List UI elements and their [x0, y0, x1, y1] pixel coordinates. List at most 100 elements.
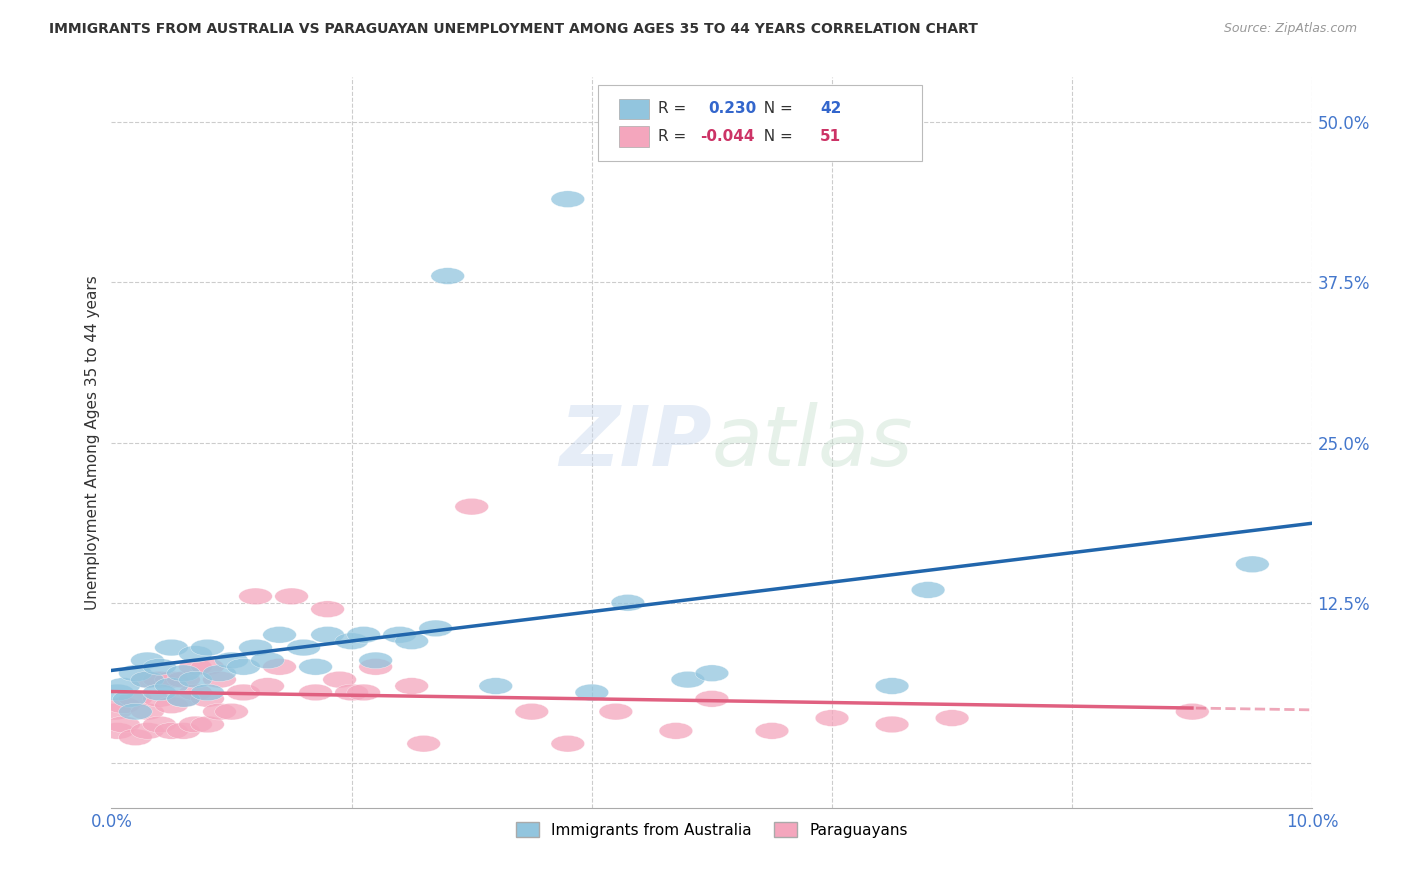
Ellipse shape — [599, 703, 633, 720]
Ellipse shape — [876, 716, 908, 733]
Ellipse shape — [191, 690, 225, 707]
Ellipse shape — [551, 735, 585, 752]
Ellipse shape — [202, 665, 236, 681]
Ellipse shape — [298, 684, 332, 701]
Ellipse shape — [395, 632, 429, 649]
Ellipse shape — [250, 652, 284, 669]
Ellipse shape — [263, 658, 297, 675]
Ellipse shape — [167, 672, 200, 688]
Ellipse shape — [179, 658, 212, 675]
Ellipse shape — [131, 703, 165, 720]
Ellipse shape — [287, 640, 321, 656]
Text: N =: N = — [754, 102, 797, 116]
Ellipse shape — [935, 710, 969, 726]
Ellipse shape — [202, 672, 236, 688]
Ellipse shape — [98, 703, 132, 720]
Ellipse shape — [815, 710, 849, 726]
Ellipse shape — [298, 658, 332, 675]
Ellipse shape — [274, 588, 308, 605]
Ellipse shape — [131, 652, 165, 669]
Ellipse shape — [142, 684, 176, 701]
Ellipse shape — [1236, 556, 1270, 573]
Ellipse shape — [179, 716, 212, 733]
Ellipse shape — [142, 658, 176, 675]
Ellipse shape — [395, 678, 429, 694]
Ellipse shape — [118, 729, 152, 746]
Ellipse shape — [155, 678, 188, 694]
Ellipse shape — [179, 684, 212, 701]
Ellipse shape — [226, 658, 260, 675]
Ellipse shape — [456, 499, 488, 515]
Ellipse shape — [695, 665, 728, 681]
Ellipse shape — [671, 672, 704, 688]
Ellipse shape — [155, 672, 188, 688]
Ellipse shape — [167, 690, 200, 707]
Ellipse shape — [215, 652, 249, 669]
Ellipse shape — [263, 626, 297, 643]
Ellipse shape — [876, 678, 908, 694]
Ellipse shape — [155, 640, 188, 656]
Ellipse shape — [323, 672, 356, 688]
Ellipse shape — [191, 684, 225, 701]
Ellipse shape — [101, 723, 134, 739]
Ellipse shape — [179, 672, 212, 688]
Ellipse shape — [142, 672, 176, 688]
Ellipse shape — [202, 703, 236, 720]
Ellipse shape — [239, 640, 273, 656]
Ellipse shape — [659, 723, 693, 739]
Ellipse shape — [406, 735, 440, 752]
Ellipse shape — [755, 723, 789, 739]
Ellipse shape — [155, 723, 188, 739]
Text: R =: R = — [658, 129, 690, 145]
Ellipse shape — [131, 672, 165, 688]
Text: atlas: atlas — [711, 402, 914, 483]
Text: 42: 42 — [820, 102, 841, 116]
Text: 0.230: 0.230 — [709, 102, 756, 116]
Ellipse shape — [575, 684, 609, 701]
Ellipse shape — [191, 716, 225, 733]
Text: N =: N = — [754, 129, 797, 145]
Ellipse shape — [167, 690, 200, 707]
Ellipse shape — [167, 723, 200, 739]
Ellipse shape — [226, 684, 260, 701]
Ellipse shape — [359, 652, 392, 669]
Ellipse shape — [430, 268, 464, 285]
Ellipse shape — [1175, 703, 1209, 720]
Text: IMMIGRANTS FROM AUSTRALIA VS PARAGUAYAN UNEMPLOYMENT AMONG AGES 35 TO 44 YEARS C: IMMIGRANTS FROM AUSTRALIA VS PARAGUAYAN … — [49, 22, 979, 37]
Ellipse shape — [359, 658, 392, 675]
Ellipse shape — [118, 690, 152, 707]
Ellipse shape — [419, 620, 453, 637]
Ellipse shape — [695, 690, 728, 707]
Ellipse shape — [101, 684, 134, 701]
Ellipse shape — [250, 678, 284, 694]
Text: Source: ZipAtlas.com: Source: ZipAtlas.com — [1223, 22, 1357, 36]
Text: -0.044: -0.044 — [700, 129, 755, 145]
Ellipse shape — [191, 640, 225, 656]
Legend: Immigrants from Australia, Paraguayans: Immigrants from Australia, Paraguayans — [509, 815, 914, 844]
FancyBboxPatch shape — [620, 99, 650, 119]
Ellipse shape — [239, 588, 273, 605]
FancyBboxPatch shape — [598, 85, 922, 161]
Ellipse shape — [335, 684, 368, 701]
Ellipse shape — [479, 678, 513, 694]
Text: 51: 51 — [820, 129, 841, 145]
Ellipse shape — [131, 672, 165, 688]
FancyBboxPatch shape — [620, 127, 650, 147]
Ellipse shape — [179, 646, 212, 663]
Ellipse shape — [215, 703, 249, 720]
Ellipse shape — [131, 723, 165, 739]
Ellipse shape — [112, 690, 146, 707]
Ellipse shape — [142, 690, 176, 707]
Ellipse shape — [515, 703, 548, 720]
Ellipse shape — [612, 594, 645, 611]
Y-axis label: Unemployment Among Ages 35 to 44 years: Unemployment Among Ages 35 to 44 years — [86, 276, 100, 610]
Ellipse shape — [551, 191, 585, 208]
Ellipse shape — [382, 626, 416, 643]
Ellipse shape — [107, 678, 141, 694]
Ellipse shape — [911, 582, 945, 599]
Ellipse shape — [155, 697, 188, 714]
Ellipse shape — [167, 665, 200, 681]
Ellipse shape — [107, 697, 141, 714]
Ellipse shape — [142, 716, 176, 733]
Ellipse shape — [347, 684, 381, 701]
